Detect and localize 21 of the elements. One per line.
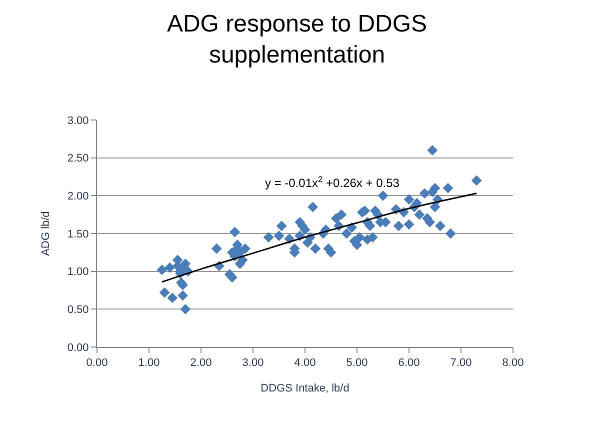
line-series [161, 192, 478, 283]
x-tick-label: 1.00 [138, 357, 160, 370]
y-tick-label: 1.50 [67, 228, 89, 240]
y-tick-label: 0.00 [67, 342, 89, 354]
y-tick-label: 3.00 [67, 114, 89, 127]
y-tick-label: 0.50 [67, 304, 89, 316]
annotation: y = -0.01x$^{2}$ +0.26x + 0.53 [265, 174, 400, 190]
x-tick-label: 7.00 [450, 357, 472, 370]
x-tick-label: 4.00 [294, 357, 316, 370]
y-tick-label: 2.00 [67, 190, 89, 203]
y-tick-label: 2.50 [67, 152, 89, 165]
x-tick-label: 5.00 [346, 357, 368, 370]
x-tick-label: 0.00 [86, 357, 108, 370]
chart-title: ADG response to DDGS supplementation [166, 10, 428, 68]
x-tick-label: 3.00 [242, 357, 264, 370]
x-tick-label: 6.00 [398, 357, 420, 370]
y-tick-label: 1.00 [67, 266, 89, 278]
x-tick-label: 2.00 [190, 357, 212, 370]
x-tick-label: 8.00 [502, 357, 524, 370]
y-axis-title: ADG lb/d [40, 211, 52, 256]
x-axis-title: DDGS Intake, lb/d [260, 382, 350, 394]
